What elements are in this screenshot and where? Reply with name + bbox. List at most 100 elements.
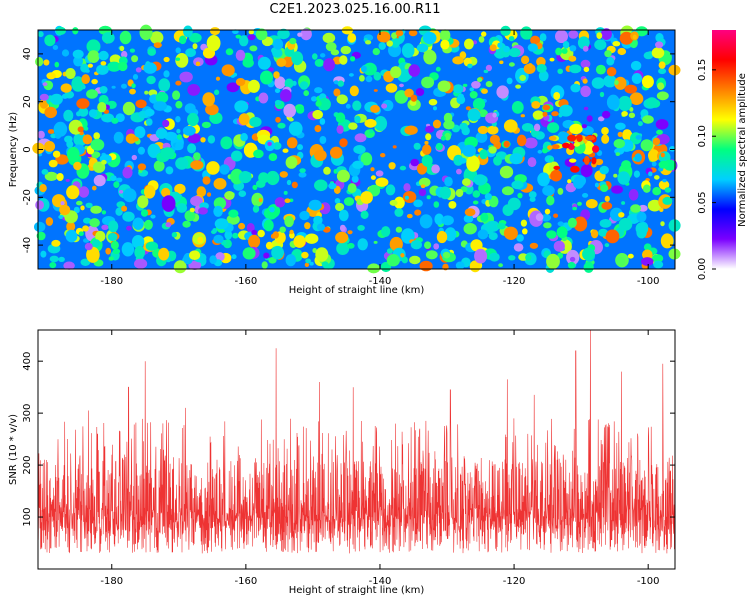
spectrogram-cell	[51, 239, 61, 247]
spectrogram-cell	[655, 41, 664, 49]
spectrogram-cell	[44, 106, 57, 119]
spectrogram-cell	[111, 85, 116, 89]
spectrogram-cell	[279, 171, 288, 178]
spectrogram-cell	[58, 256, 65, 262]
spectrogram-cell	[553, 240, 565, 252]
spectrogram-cell	[315, 247, 329, 262]
spectrogram-cell	[116, 177, 123, 183]
spectrogram-cell	[87, 50, 100, 63]
spectrogram-cell	[659, 207, 664, 212]
y-tick-label: -20	[22, 189, 33, 205]
spectrogram-cell	[175, 116, 181, 123]
colorbar-tick-label: 0.10	[697, 125, 708, 147]
spectrogram-cell	[415, 88, 425, 96]
spectrogram-cell	[370, 167, 375, 172]
spectrogram-cell	[634, 153, 642, 163]
spectrogram-cell	[83, 126, 89, 131]
spectrogram-cell	[533, 123, 541, 132]
spectrogram-cell	[304, 222, 311, 230]
spectrogram-hotspot-cell	[584, 155, 590, 165]
spectrogram-cell	[601, 202, 613, 210]
spectrogram-cell	[638, 204, 648, 212]
spectrogram-cell	[470, 239, 483, 252]
spectrogram-cell	[394, 196, 405, 209]
spectrogram-cell	[516, 234, 524, 242]
spectrogram-cell	[39, 184, 47, 193]
spectrogram-cell	[521, 123, 534, 132]
spectrogram-cell	[174, 183, 186, 194]
spectrogram-cell	[455, 188, 464, 198]
spectrogram-cell	[580, 164, 593, 178]
spectrogram-cell	[214, 218, 229, 230]
spectrogram-cell	[333, 88, 341, 97]
spectrogram-cell	[549, 156, 555, 163]
spectrogram-cell	[143, 62, 157, 74]
spectrogram-cell	[277, 28, 290, 40]
spectrogram-cell	[567, 179, 572, 184]
spectrogram-cell	[78, 231, 84, 236]
spectrogram-cell	[583, 261, 594, 273]
spectrogram-cell	[497, 42, 503, 48]
spectrogram-cell	[273, 38, 284, 50]
spectrogram-cell	[618, 212, 625, 218]
spectrogram-cell	[441, 215, 454, 226]
spectrogram-cell	[146, 75, 156, 85]
spectrogram-cell	[511, 101, 524, 114]
spectrogram-cell	[323, 166, 331, 175]
spectrogram-cell	[386, 40, 394, 47]
spectrogram-cell	[273, 172, 278, 177]
spectrogram-cell	[475, 131, 488, 143]
spectrogram-cell	[121, 50, 128, 59]
spectrogram-cell	[238, 222, 246, 230]
spectrogram-cell	[459, 122, 468, 131]
spectrogram-cell	[87, 63, 93, 68]
spectrogram-cell	[637, 121, 643, 127]
spectrogram-cell	[339, 224, 346, 232]
spectrogram-cell	[577, 201, 582, 206]
spectrogram-cell	[221, 64, 235, 77]
spectrogram-cell	[232, 29, 239, 34]
spectrogram-cell	[621, 111, 628, 117]
spectrogram-y-axis-label: Frequency (Hz)	[8, 112, 19, 188]
spectrogram-cell	[93, 174, 106, 187]
spectrogram-cell	[336, 169, 350, 183]
spectrogram-cell	[524, 137, 538, 149]
snr-frame	[37, 329, 676, 570]
spectrogram-cell	[334, 198, 341, 204]
spectrogram-cell	[388, 43, 402, 58]
spectrogram-cell	[144, 108, 155, 117]
spectrogram-cell	[225, 48, 234, 56]
spectrogram-cell	[56, 173, 64, 181]
spectrogram-cell	[258, 92, 269, 104]
spectrogram-cell	[354, 115, 361, 124]
spectrogram-cell	[86, 246, 100, 263]
spectrogram-cell	[479, 149, 488, 160]
spectrogram-cell	[349, 85, 359, 97]
spectrogram-cell	[73, 206, 80, 214]
spectrogram-cell	[182, 220, 191, 228]
spectrogram-cell	[419, 260, 433, 272]
spectrogram-cell	[544, 208, 551, 215]
spectrogram-cell	[235, 78, 246, 86]
spectrogram-cell	[439, 29, 451, 42]
spectrogram-cell	[343, 197, 355, 206]
colorbar: 0.00 0.05 0.10 0.15 Normalized spectral amp…	[697, 30, 748, 280]
spectrogram-cell	[257, 229, 265, 238]
spectrogram-cell	[82, 225, 89, 232]
spectrogram-cell	[150, 31, 164, 44]
spectrogram-cell	[112, 248, 121, 255]
spectrogram-cell	[197, 236, 204, 244]
spectrogram-cell	[155, 91, 169, 104]
spectrogram-cell	[54, 61, 60, 68]
y-tick-label: 400	[22, 352, 33, 371]
spectrogram-cell	[107, 233, 118, 241]
spectrogram-cell	[456, 168, 462, 175]
spectrogram-cell	[508, 36, 515, 42]
spectrogram-cell	[629, 92, 644, 105]
spectrogram-cell	[175, 80, 182, 86]
spectrogram-cell	[507, 197, 521, 211]
spectrogram-cell	[187, 112, 199, 127]
spectrogram-cell	[606, 94, 620, 110]
spectrogram-cell	[520, 26, 533, 40]
spectrogram-cell	[95, 230, 106, 242]
